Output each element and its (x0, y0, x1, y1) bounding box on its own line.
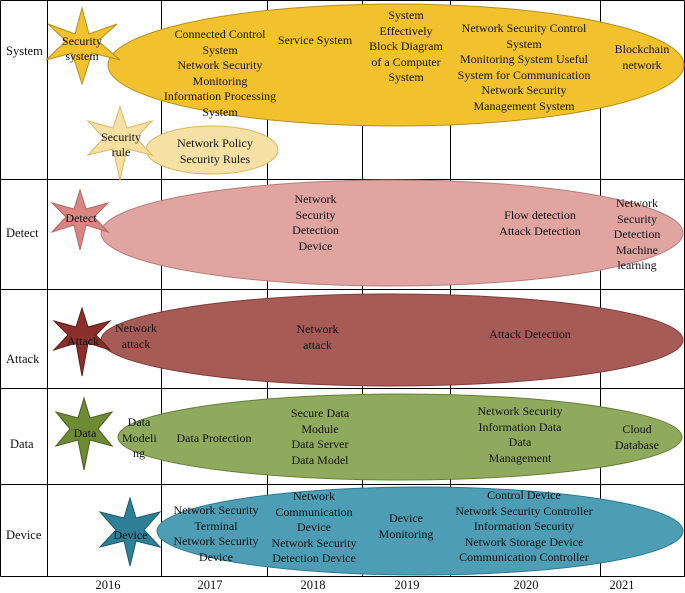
star-label-security-system: Security system (62, 34, 102, 63)
system-ellipse (107, 3, 685, 127)
detect-text-2021: Network Security Detection Machine learn… (613, 196, 661, 272)
star-label-security-rule: Security rule (101, 130, 141, 159)
data-text-2020: Network Security Information Data Data M… (477, 404, 563, 465)
attack-star-icon (52, 306, 112, 377)
device-ellipse (156, 486, 684, 576)
star-label-device: Device (113, 528, 148, 542)
device-star-icon (98, 496, 162, 567)
detect-text-2020: Flow detection Attack Detection (499, 208, 581, 238)
year-label-2019: 2019 (394, 578, 420, 592)
detect-ellipse (100, 179, 684, 287)
row-label-attack: Attack (6, 352, 40, 366)
system-text-2020: Network Security Control System Monitori… (457, 21, 591, 113)
security-system-star-icon (45, 6, 121, 86)
data-text-2018: Secure Data Module Data Server Data Mode… (290, 406, 350, 467)
device-text-2020: Control Device Network Security Controll… (455, 488, 593, 564)
attack-text-2016: Network attack (115, 321, 157, 351)
attack-text-2018: Network attack (296, 322, 339, 352)
data-text-2017: Data Protection (176, 431, 252, 445)
row-label-data: Data (10, 437, 34, 451)
star-label-detect: Detect (65, 211, 97, 225)
data-ellipse (117, 393, 683, 481)
year-label-2021: 2021 (609, 578, 635, 592)
device-text-2019: Device Monitoring (378, 511, 434, 541)
year-label-2017: 2017 (197, 578, 223, 592)
star-label-data: Data (73, 426, 97, 440)
security-rule-star-icon (86, 105, 154, 181)
attack-ellipse (100, 293, 684, 387)
system-text-2019: System Effectively Block Diagram of a Co… (369, 8, 443, 84)
data-text-2021: Cloud Database (615, 422, 659, 452)
star-label-attack: Attack (67, 334, 99, 348)
detect-text-2018: Network Security Detection Device (292, 192, 339, 253)
security-rule-text: Network Policy Security Rules (177, 136, 253, 166)
row-label-system: System (6, 44, 43, 58)
device-text-2017: Network Security Terminal Network Securi… (173, 503, 259, 564)
system-text-2021: Blockchain network (614, 42, 670, 72)
year-label-2018: 2018 (300, 578, 326, 592)
device-text-2018: Network Communication Device Network Sec… (271, 489, 357, 565)
system-text-2017: Connected Control System Network Securit… (163, 27, 277, 119)
year-label-2020: 2020 (513, 578, 539, 592)
attack-text-2020: Attack Detection (489, 327, 571, 341)
row-label-detect: Detect (6, 226, 39, 240)
data-text-2016: Data Modeli ng (122, 415, 157, 460)
system-text-2018: Service System (277, 33, 353, 47)
row-label-device: Device (6, 528, 42, 542)
data-star-icon (54, 396, 114, 471)
detect-star-icon (50, 188, 110, 251)
year-label-2016: 2016 (95, 578, 121, 592)
